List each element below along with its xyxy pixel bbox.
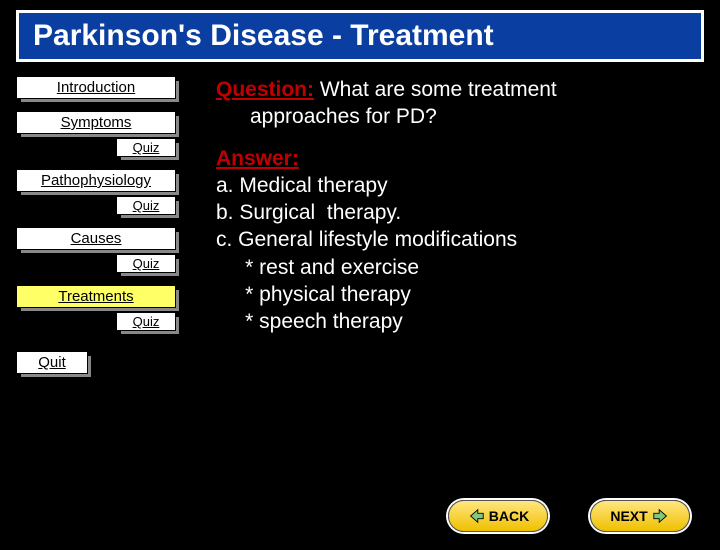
sidebar-quiz-treatments[interactable]: Quiz xyxy=(116,312,176,331)
arrow-left-icon xyxy=(467,507,485,525)
question-text-2: approaches for PD? xyxy=(216,103,704,130)
page-title: Parkinson's Disease - Treatment xyxy=(33,19,494,52)
next-button[interactable]: NEXT xyxy=(590,500,690,532)
answer-label: Answer: xyxy=(216,147,299,170)
question-text-1: What are some treatment xyxy=(314,78,557,101)
next-label: NEXT xyxy=(610,508,647,524)
quiz-label: Quiz xyxy=(116,254,176,273)
answer-body: a. Medical therapy b. Surgical therapy. … xyxy=(216,174,517,333)
quiz-label: Quiz xyxy=(116,138,176,157)
sidebar-item-symptoms[interactable]: Symptoms xyxy=(16,111,176,134)
sidebar-item-causes[interactable]: Causes xyxy=(16,227,176,250)
sidebar-item-label: Causes xyxy=(16,227,176,250)
sidebar-quiz-symptoms[interactable]: Quiz xyxy=(116,138,176,157)
sidebar-item-treatments[interactable]: Treatments xyxy=(16,285,176,308)
content-area: Question: What are some treatment approa… xyxy=(216,76,704,374)
sidebar-item-label: Treatments xyxy=(16,285,176,308)
sidebar-item-label: Symptoms xyxy=(16,111,176,134)
title-bar: Parkinson's Disease - Treatment xyxy=(16,10,704,62)
nav-arrows: BACK NEXT xyxy=(448,500,690,532)
sidebar-quiz-pathophysiology[interactable]: Quiz xyxy=(116,196,176,215)
answer-block: Answer: a. Medical therapy b. Surgical t… xyxy=(216,145,704,336)
back-label: BACK xyxy=(489,508,529,524)
main-layout: Introduction Symptoms Quiz Pathophysiolo… xyxy=(0,76,720,374)
sidebar-item-introduction[interactable]: Introduction xyxy=(16,76,176,99)
quit-label: Quit xyxy=(16,351,88,374)
quiz-label: Quiz xyxy=(116,312,176,331)
question-block: Question: What are some treatment approa… xyxy=(216,76,704,131)
question-label: Question: xyxy=(216,78,314,101)
quiz-label: Quiz xyxy=(116,196,176,215)
sidebar-item-label: Introduction xyxy=(16,76,176,99)
sidebar: Introduction Symptoms Quiz Pathophysiolo… xyxy=(16,76,194,374)
sidebar-item-pathophysiology[interactable]: Pathophysiology xyxy=(16,169,176,192)
sidebar-item-quit[interactable]: Quit xyxy=(16,351,88,374)
sidebar-item-label: Pathophysiology xyxy=(16,169,176,192)
arrow-right-icon xyxy=(652,507,670,525)
sidebar-quiz-causes[interactable]: Quiz xyxy=(116,254,176,273)
back-button[interactable]: BACK xyxy=(448,500,548,532)
